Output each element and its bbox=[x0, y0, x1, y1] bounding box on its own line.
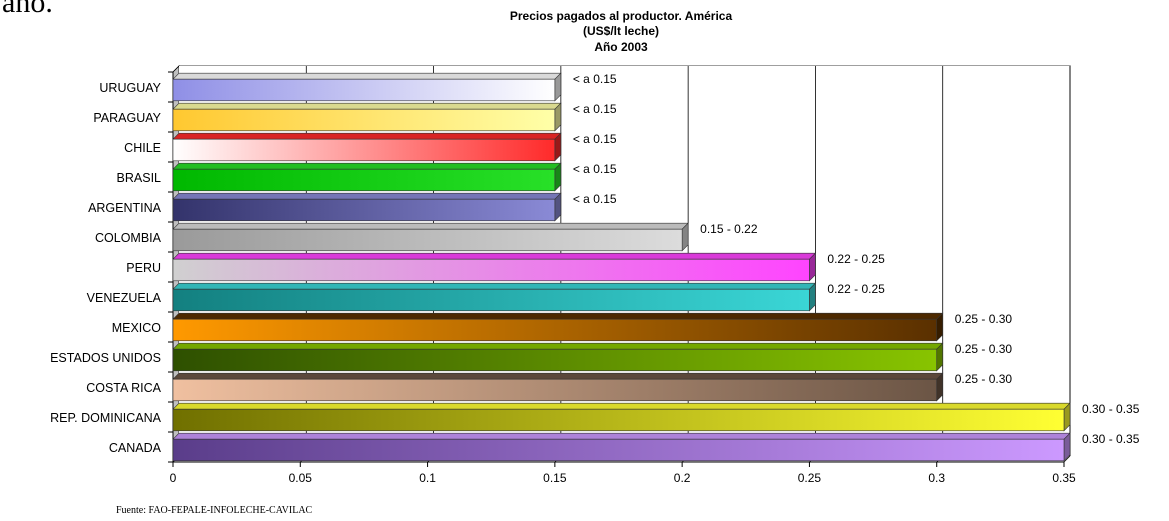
category-label: BRASIL bbox=[117, 171, 162, 185]
category-label: CANADA bbox=[109, 441, 162, 455]
data-label: < a 0.15 bbox=[573, 162, 617, 176]
bar bbox=[172, 318, 938, 342]
text-fragment: año. bbox=[2, 0, 53, 19]
x-tick-label: 0.3 bbox=[928, 471, 945, 485]
data-label: < a 0.15 bbox=[573, 132, 617, 146]
category-label: COLOMBIA bbox=[95, 231, 162, 245]
category-label: ESTADOS UNIDOS bbox=[50, 351, 161, 365]
bar bbox=[172, 168, 556, 192]
data-label: 0.22 - 0.25 bbox=[827, 252, 885, 266]
bar bbox=[172, 78, 556, 102]
data-label: < a 0.15 bbox=[573, 102, 617, 116]
bar-top-face bbox=[172, 102, 562, 110]
source-note: Fuente: FAO-FEPALE-INFOLECHE-CAVILAC bbox=[116, 505, 313, 516]
category-label: URUGUAY bbox=[99, 81, 161, 95]
data-label: 0.25 - 0.30 bbox=[955, 372, 1013, 386]
category-label: REP. DOMINICANA bbox=[50, 411, 162, 425]
chart-title-line-2: (US$/lt leche) bbox=[583, 24, 659, 38]
gridline-floor bbox=[1063, 455, 1071, 463]
data-label: 0.15 - 0.22 bbox=[700, 222, 758, 236]
bar bbox=[172, 408, 1065, 432]
plot-area: 0 0.05 0.1 0.15 0.2 0.25 0.3 0.35 URUGUAY < a 0.1… bbox=[50, 65, 1140, 485]
bar-top-face bbox=[172, 402, 1071, 410]
bar-top-face bbox=[172, 222, 689, 230]
bar-top-face bbox=[172, 282, 817, 290]
data-label: 0.30 - 0.35 bbox=[1082, 402, 1140, 416]
data-label: < a 0.15 bbox=[573, 192, 617, 206]
category-label: MEXICO bbox=[112, 321, 162, 335]
x-tick-label: 0.35 bbox=[1052, 471, 1076, 485]
chart-title-line-3: Año 2003 bbox=[594, 40, 648, 54]
bar-top-face bbox=[172, 312, 944, 320]
x-tick-label: 0.25 bbox=[798, 471, 822, 485]
data-label: 0.30 - 0.35 bbox=[1082, 432, 1140, 446]
category-label: COSTA RICA bbox=[86, 381, 161, 395]
category-label: ARGENTINA bbox=[88, 201, 162, 215]
bar-top-face bbox=[172, 162, 562, 170]
chart-title: Precios pagados al productor. América (U… bbox=[510, 9, 733, 54]
data-label: 0.25 - 0.30 bbox=[955, 342, 1013, 356]
bar bbox=[172, 138, 556, 162]
bar-top-face bbox=[172, 72, 562, 80]
data-label: 0.25 - 0.30 bbox=[955, 312, 1013, 326]
category-label: PERU bbox=[126, 261, 161, 275]
category-label: PARAGUAY bbox=[93, 111, 161, 125]
bar bbox=[172, 348, 938, 372]
bar-top-face bbox=[172, 252, 817, 260]
bar bbox=[172, 288, 810, 312]
bar bbox=[172, 228, 683, 252]
x-tick-label: 0.1 bbox=[419, 471, 436, 485]
x-tick-label: 0.15 bbox=[543, 471, 567, 485]
data-label: < a 0.15 bbox=[573, 72, 617, 86]
bar bbox=[172, 108, 556, 132]
bar bbox=[172, 438, 1065, 462]
bar-top-face bbox=[172, 192, 562, 200]
category-label: CHILE bbox=[124, 141, 161, 155]
chart-title-line-1: Precios pagados al productor. América bbox=[510, 9, 733, 23]
category-label: VENEZUELA bbox=[87, 291, 162, 305]
x-tick-label: 0.2 bbox=[674, 471, 691, 485]
bar-top-face bbox=[172, 132, 562, 140]
bar-top-face bbox=[172, 342, 944, 350]
bar bbox=[172, 258, 810, 282]
bar bbox=[172, 198, 556, 222]
bar bbox=[172, 378, 938, 402]
bar-top-face bbox=[172, 372, 944, 380]
x-tick-label: 0 bbox=[170, 471, 177, 485]
bar-top-face bbox=[172, 432, 1071, 440]
data-label: 0.22 - 0.25 bbox=[827, 282, 885, 296]
x-tick-label: 0.05 bbox=[289, 471, 313, 485]
